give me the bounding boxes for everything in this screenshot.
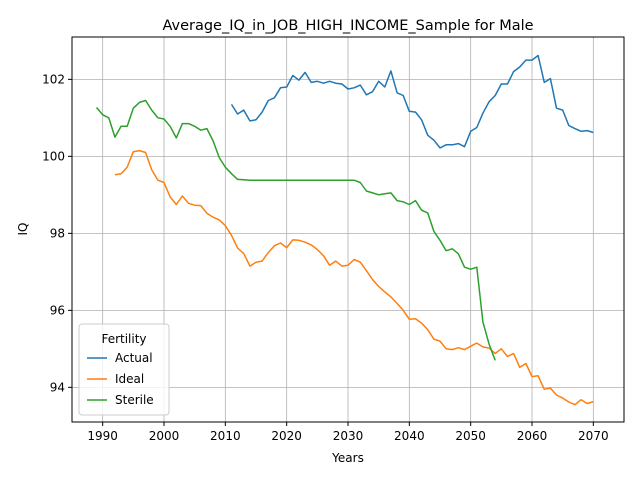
x-tick-label: 2070 [578, 429, 609, 443]
tick-layer: 1990 2000 2010 2020 2030 2040 2050 2060 2070 94 96… [42, 72, 609, 443]
x-tick-label: 2020 [271, 429, 302, 443]
y-tick-label: 94 [50, 380, 65, 394]
legend-label-ideal: Ideal [115, 372, 144, 386]
legend-box [78, 323, 170, 416]
y-tick-label: 102 [42, 72, 65, 86]
legend-label-actual: Actual [115, 351, 153, 365]
y-tick-label: 100 [42, 149, 65, 163]
series-line-ideal [114, 149, 594, 406]
legend-title: Fertility [101, 332, 146, 346]
x-tick-label: 2010 [210, 429, 241, 443]
legend-label-sterile: Sterile [115, 393, 154, 407]
grid-layer [72, 37, 624, 422]
legend-items: Actual Ideal Sterile [87, 351, 154, 407]
x-axis-label: Years [331, 451, 364, 465]
x-tick-label: 1990 [87, 429, 118, 443]
x-tick-label: 2030 [333, 429, 364, 443]
y-tick-label: 98 [50, 226, 65, 240]
y-tick-label: 96 [50, 303, 65, 317]
x-tick-label: 2000 [149, 429, 180, 443]
x-tick-label: 2040 [394, 429, 425, 443]
legend: Fertility Actual Ideal Sterile [78, 323, 170, 416]
series-layer [95, 54, 594, 406]
x-tick-label: 2060 [517, 429, 548, 443]
x-tick-label: 2050 [455, 429, 486, 443]
chart-title: Average_IQ_in_JOB_HIGH_INCOME_Sample for… [162, 18, 533, 34]
series-line-sterile [95, 99, 496, 361]
y-axis-label: IQ [16, 223, 30, 236]
series-line-actual [230, 54, 594, 149]
